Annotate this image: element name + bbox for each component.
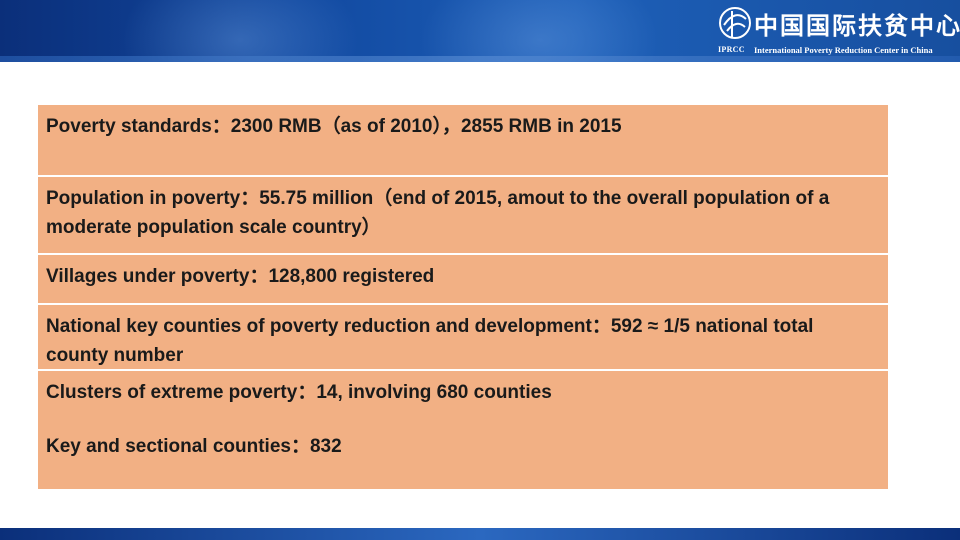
logo-abbreviation: IPRCC	[718, 45, 745, 54]
header-banner: IPRCC 中国国际扶贫中心 International Poverty Red…	[0, 0, 960, 62]
iprcc-emblem-icon	[719, 7, 751, 39]
row-poverty-standards: Poverty standards：2300 RMB（as of 2010），2…	[46, 116, 622, 137]
poverty-facts-table: Poverty standards：2300 RMB（as of 2010），2…	[38, 105, 888, 489]
row-clusters-extreme-poverty: Clusters of extreme poverty：14, involvin…	[38, 369, 888, 425]
row-national-key-counties: National key counties of poverty reducti…	[38, 303, 888, 369]
footer-bar	[0, 528, 960, 540]
banner-light-streak	[420, 0, 660, 62]
logo-chinese-name: 中国国际扶贫中心	[754, 11, 960, 40]
logo-english-name: International Poverty Reduction Center i…	[754, 45, 933, 55]
row-key-sectional-counties: Key and sectional counties：832	[46, 436, 342, 457]
row-population-in-poverty: Population in poverty：55.75 million（end …	[38, 175, 888, 253]
row-villages-under-poverty: Villages under poverty：128,800 registere…	[38, 253, 888, 303]
banner-light-streak	[120, 0, 360, 62]
iprcc-logo: IPRCC 中国国际扶贫中心 International Poverty Red…	[718, 5, 960, 55]
